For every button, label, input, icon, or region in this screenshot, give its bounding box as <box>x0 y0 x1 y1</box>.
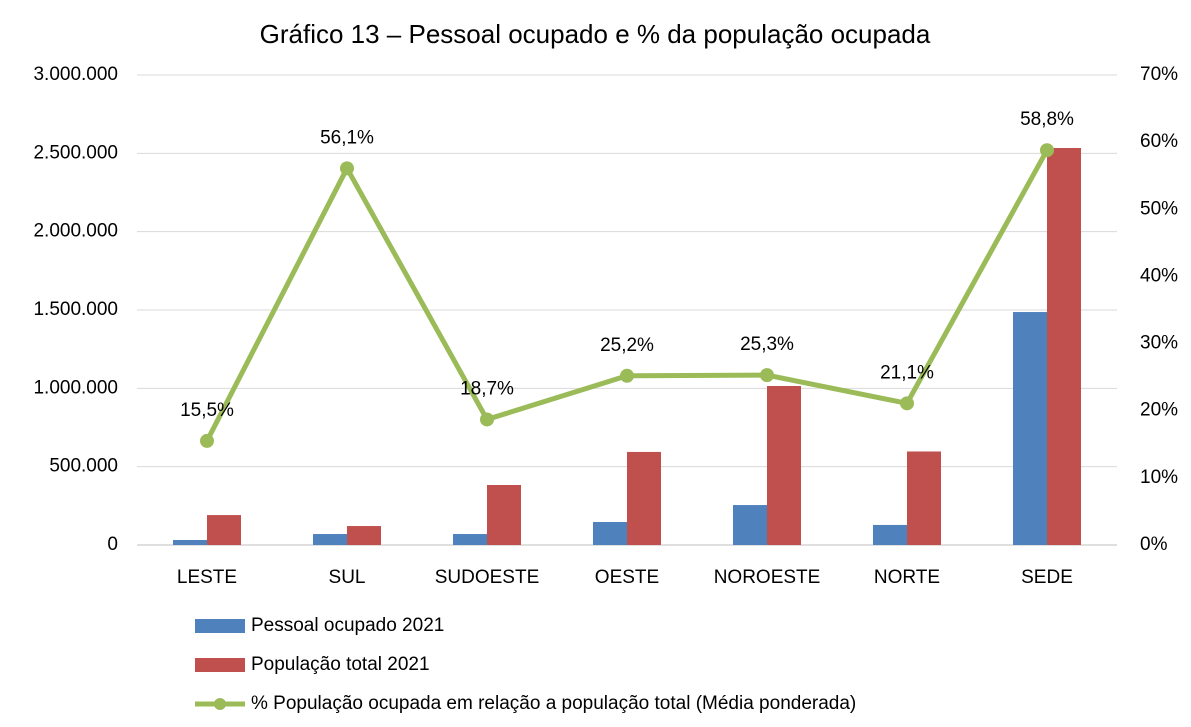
x-tick-label: NORTE <box>874 567 940 588</box>
data-label: 25,3% <box>740 334 794 355</box>
y2-tick-label: 70% <box>1140 64 1178 85</box>
data-label: 56,1% <box>320 127 374 148</box>
legend-swatch <box>214 698 226 710</box>
data-label: 15,5% <box>180 400 234 421</box>
bar <box>207 515 241 545</box>
line-point <box>620 368 634 383</box>
data-label: 18,7% <box>460 378 514 399</box>
bar <box>1047 148 1081 546</box>
y-tick-label: 2.500.000 <box>33 142 118 163</box>
y2-tick-label: 60% <box>1140 131 1178 152</box>
bar <box>733 505 767 545</box>
y2-tick-label: 30% <box>1140 333 1178 354</box>
bar <box>1013 312 1047 545</box>
x-tick-label: SUL <box>329 567 366 588</box>
x-tick-label: NOROESTE <box>714 567 821 588</box>
bar <box>907 451 941 545</box>
line-point <box>900 396 914 411</box>
y-tick-label: 1.500.000 <box>33 299 118 320</box>
legend-label: % População ocupada em relação a populaç… <box>251 693 856 714</box>
bar <box>873 524 907 545</box>
line-point <box>1040 143 1054 158</box>
data-label: 21,1% <box>880 362 934 383</box>
legend-label: Pessoal ocupado 2021 <box>251 615 444 636</box>
y2-tick-label: 20% <box>1140 400 1178 421</box>
line-point <box>760 368 774 383</box>
line-point <box>200 433 214 448</box>
legend-label: População total 2021 <box>251 654 430 675</box>
chart-title: Gráfico 13 – Pessoal ocupado e % da popu… <box>260 19 931 49</box>
y-tick-label: 1.000.000 <box>33 377 118 398</box>
line-point <box>480 412 494 427</box>
y-tick-label: 0 <box>107 534 118 555</box>
bar <box>313 534 347 545</box>
line-point <box>340 161 354 176</box>
bar <box>453 534 487 545</box>
data-label: 58,8% <box>1020 109 1074 130</box>
x-tick-label: LESTE <box>177 567 237 588</box>
y2-tick-label: 50% <box>1140 198 1178 219</box>
x-tick-label: SEDE <box>1021 567 1073 588</box>
y-tick-label: 2.000.000 <box>33 221 118 242</box>
y2-tick-label: 0% <box>1140 534 1168 555</box>
legend-swatch <box>195 619 245 633</box>
y2-tick-label: 40% <box>1140 265 1178 286</box>
y-tick-label: 3.000.000 <box>33 64 118 85</box>
line <box>204 148 1050 443</box>
x-tick-label: OESTE <box>595 567 659 588</box>
y-tick-label: 500.000 <box>49 456 118 477</box>
legend-swatch <box>195 658 245 672</box>
x-tick-label: SUDOESTE <box>435 567 540 588</box>
bar <box>347 526 381 545</box>
data-label: 25,2% <box>600 335 654 356</box>
y2-tick-label: 10% <box>1140 467 1178 488</box>
bar <box>487 484 521 545</box>
bar <box>173 539 207 545</box>
bar <box>627 451 661 545</box>
bar <box>593 521 627 545</box>
bar <box>767 385 801 545</box>
